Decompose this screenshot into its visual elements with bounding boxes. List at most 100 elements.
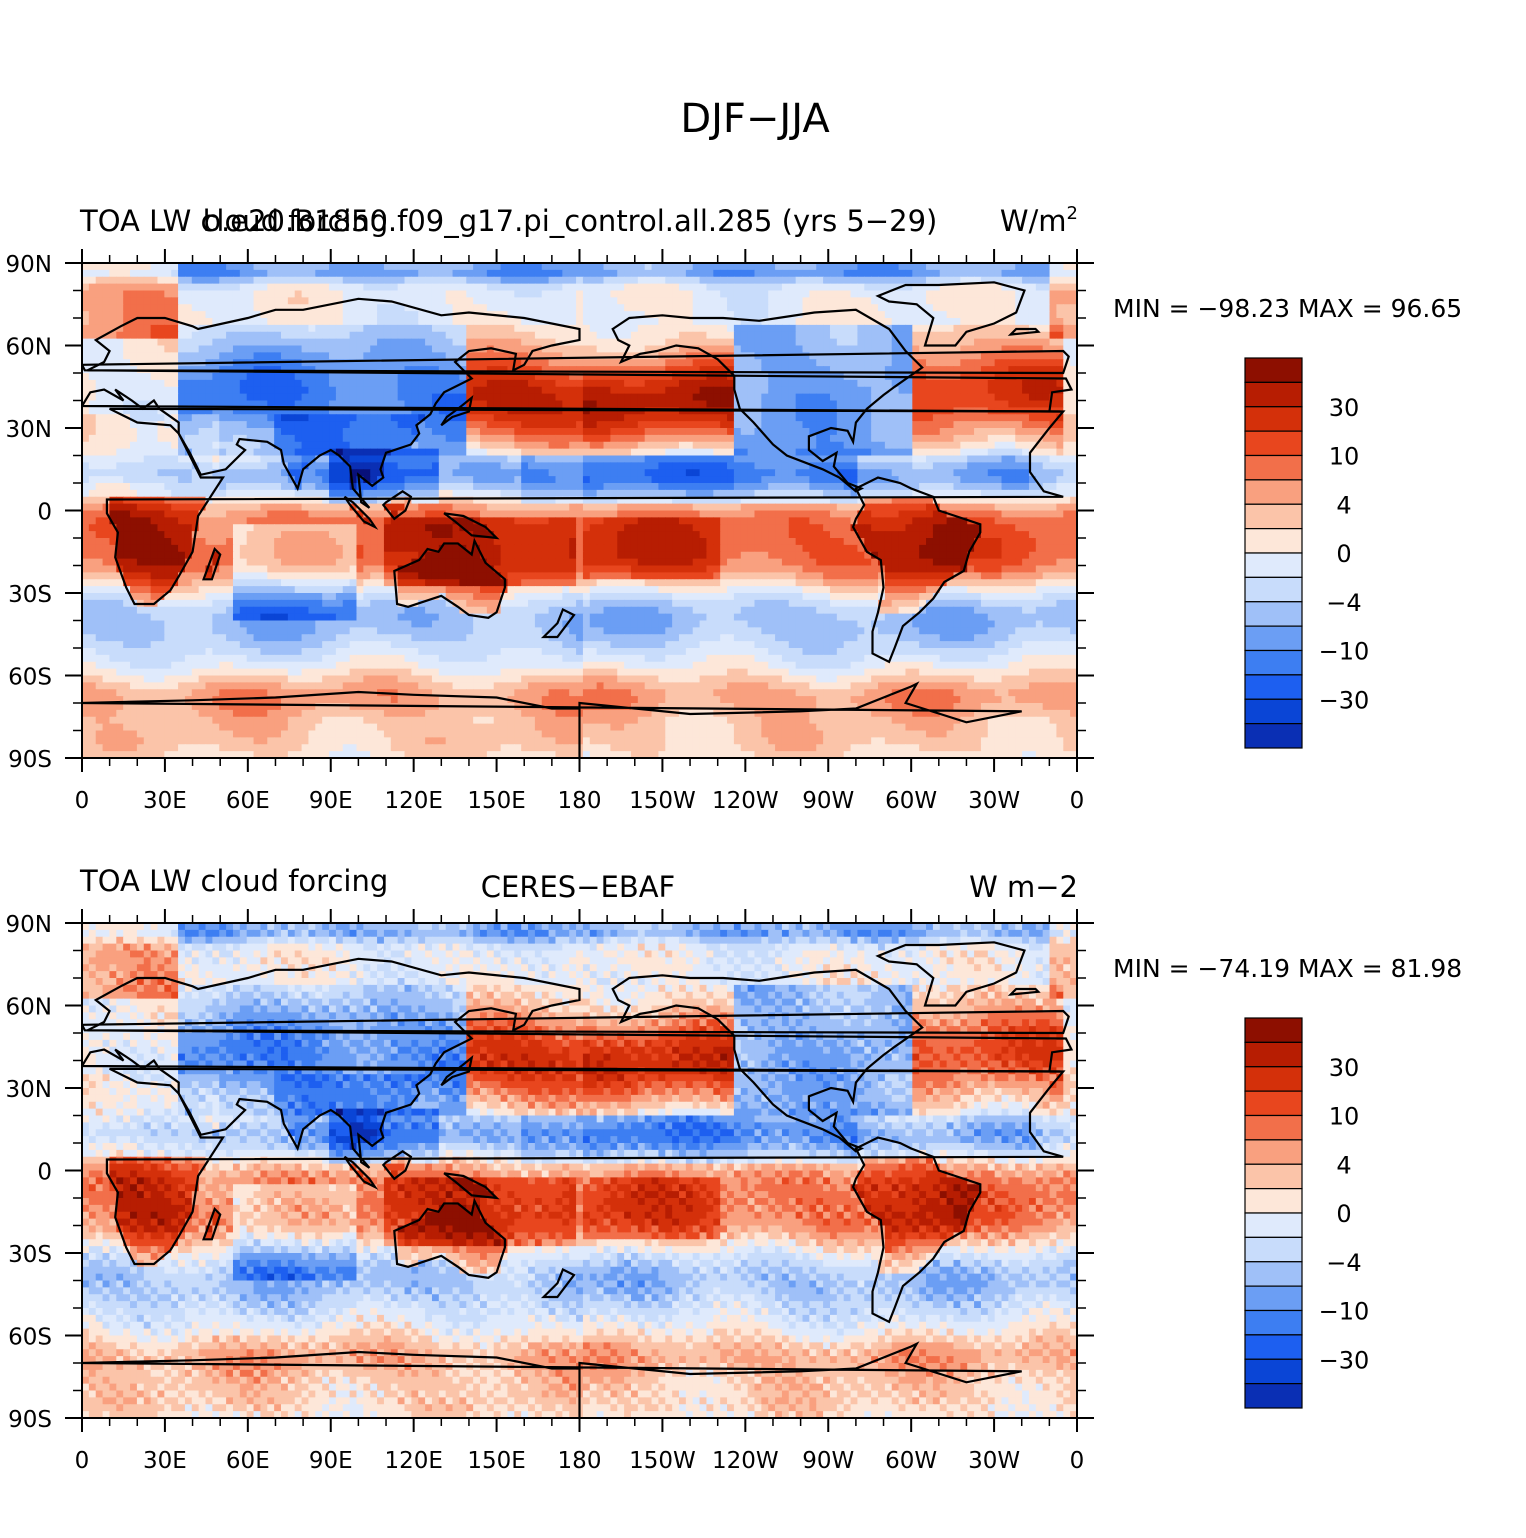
contour-cell (349, 263, 358, 271)
contour-cell (926, 345, 934, 353)
contour-cell (878, 269, 886, 278)
contour-cell (617, 345, 625, 353)
contour-cell (507, 496, 515, 505)
contour-cell (370, 441, 378, 450)
contour-cell (548, 448, 557, 457)
contour-cell (555, 421, 563, 429)
contour-cell (720, 373, 728, 381)
contour-cell (761, 476, 769, 484)
contour-cell (665, 434, 673, 443)
contour-cell (1042, 338, 1051, 347)
contour-cell (130, 393, 138, 402)
contour-cell (878, 441, 886, 450)
contour-cell (651, 304, 660, 312)
contour-cell (480, 290, 488, 298)
contour-cell (809, 318, 817, 326)
contour-cell (541, 483, 550, 491)
contour-cell (123, 359, 131, 367)
contour-cell (116, 476, 124, 484)
contour-cell (198, 373, 207, 381)
contour-cell (967, 331, 975, 340)
contour-cell (383, 462, 392, 470)
contour-cell (919, 290, 927, 298)
contour-cell (521, 489, 529, 498)
contour-cell (294, 379, 303, 388)
contour-cell (116, 276, 124, 285)
contour-cell (823, 283, 831, 292)
contour-cell (191, 338, 200, 347)
contour-cell (761, 400, 769, 408)
contour-cell (699, 345, 708, 353)
contour-cell (576, 455, 584, 463)
contour-cell (226, 469, 234, 477)
contour-cell (795, 469, 804, 477)
contour-cell (960, 276, 968, 285)
contour-cell (493, 366, 502, 374)
contour-cell (191, 311, 200, 319)
contour-cell (768, 441, 776, 450)
contour-cell (644, 455, 653, 463)
contour-cell (239, 318, 248, 326)
contour-cell (253, 324, 262, 333)
contour-cell (980, 290, 989, 298)
contour-cell (637, 448, 646, 457)
contour-cell (679, 359, 687, 367)
contour-cell (363, 304, 371, 312)
contour-cell (946, 428, 955, 436)
contour-cell (761, 290, 769, 298)
contour-cell (349, 476, 358, 484)
contour-cell (733, 338, 742, 347)
contour-cell (884, 489, 893, 498)
contour-cell (514, 359, 522, 367)
contour-cell (926, 469, 934, 477)
contour-cell (191, 400, 200, 408)
contour-cell (171, 434, 179, 443)
contour-cell (603, 338, 611, 347)
contour-cell (123, 483, 131, 491)
contour-cell (610, 263, 618, 271)
contour-cell (335, 386, 344, 395)
contour-cell (960, 366, 968, 374)
contour-cell (775, 441, 783, 450)
contour-cell (480, 263, 488, 271)
contour-cell (404, 345, 412, 353)
contour-cell (452, 290, 461, 298)
contour-cell (459, 373, 467, 381)
contour-cell (610, 414, 618, 422)
contour-cell (823, 379, 831, 388)
contour-cell (624, 476, 632, 484)
contour-cell (480, 455, 488, 463)
contour-cell (322, 455, 330, 463)
contour-cell (356, 352, 364, 360)
contour-cell (157, 441, 165, 450)
contour-cell (514, 324, 522, 333)
contour-cell (795, 400, 804, 408)
contour-cell (274, 379, 282, 388)
contour-cell (1035, 345, 1044, 353)
contour-cell (493, 469, 502, 477)
contour-cell (809, 345, 817, 353)
contour-cell (473, 297, 481, 305)
contour-cell (809, 414, 817, 422)
contour-cell (788, 366, 797, 374)
contour-cell (788, 421, 797, 429)
contour-cell (281, 421, 289, 429)
contour-cell (850, 386, 859, 395)
contour-cell (205, 352, 213, 360)
contour-cell (768, 434, 776, 443)
contour-cell (445, 331, 454, 340)
contour-cell (143, 407, 152, 415)
contour-cell (480, 318, 488, 326)
contour-cell (493, 373, 502, 381)
contour-cell (980, 352, 989, 360)
contour-cell (1063, 448, 1071, 457)
contour-cell (212, 318, 220, 326)
contour-cell (569, 434, 577, 443)
contour-cell (617, 414, 625, 422)
contour-cell (164, 304, 172, 312)
contour-cell (562, 276, 570, 285)
contour-cell (1070, 483, 1077, 491)
contour-cell (260, 400, 268, 408)
contour-cell (322, 331, 330, 340)
contour-cell (356, 269, 364, 278)
